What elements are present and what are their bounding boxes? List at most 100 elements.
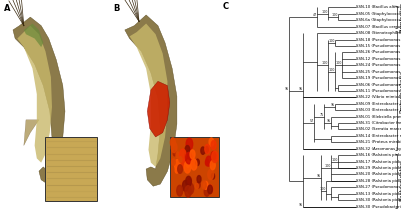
Text: SSN-29 (Ralstonia pickettii): SSN-29 (Ralstonia pickettii) xyxy=(356,166,401,170)
Text: 100: 100 xyxy=(325,164,331,168)
Circle shape xyxy=(189,157,194,165)
Text: SSN-17 (Ralstonia pickettii): SSN-17 (Ralstonia pickettii) xyxy=(356,160,401,164)
Text: 95: 95 xyxy=(330,103,335,107)
Circle shape xyxy=(205,181,208,187)
Text: 47: 47 xyxy=(313,13,317,17)
Text: SSN-20 (Ralstonia pickettii): SSN-20 (Ralstonia pickettii) xyxy=(356,172,401,177)
Circle shape xyxy=(186,160,190,167)
Text: SSN-08 (Stenotrophomonas maltophilia): SSN-08 (Stenotrophomonas maltophilia) xyxy=(356,31,401,35)
PathPatch shape xyxy=(130,24,168,167)
Circle shape xyxy=(179,157,182,162)
Text: Firmicutes: Firmicutes xyxy=(399,2,401,32)
Circle shape xyxy=(172,159,175,165)
Circle shape xyxy=(210,160,215,170)
Circle shape xyxy=(205,144,210,154)
Text: 75: 75 xyxy=(320,113,324,117)
Circle shape xyxy=(208,185,213,193)
Text: SSN-30 (Ralstonia pickettii): SSN-30 (Ralstonia pickettii) xyxy=(356,198,401,202)
Text: SSN-03 (Enterobacter ludwigii): SSN-03 (Enterobacter ludwigii) xyxy=(356,108,401,112)
Text: SSN-07 (Bacillus cereus): SSN-07 (Bacillus cereus) xyxy=(356,25,401,29)
Circle shape xyxy=(212,151,218,162)
Text: 95: 95 xyxy=(327,119,331,123)
Text: SSN-13 (Ralstonia pickettii): SSN-13 (Ralstonia pickettii) xyxy=(356,192,401,196)
Circle shape xyxy=(204,187,209,196)
Circle shape xyxy=(195,183,198,189)
Text: SSN-22 (Vibrio mimicus): SSN-22 (Vibrio mimicus) xyxy=(356,95,401,99)
Text: 100: 100 xyxy=(328,68,335,72)
Circle shape xyxy=(191,159,197,170)
Circle shape xyxy=(190,150,195,159)
Circle shape xyxy=(186,138,193,150)
Circle shape xyxy=(180,159,186,168)
Text: SSN-15 (Pseudomonas mendocina): SSN-15 (Pseudomonas mendocina) xyxy=(356,44,401,48)
Text: SSN-06 (Pseudomonas aeruginosa): SSN-06 (Pseudomonas aeruginosa) xyxy=(356,83,401,86)
Text: SSN-02 (Serratia marcescens): SSN-02 (Serratia marcescens) xyxy=(356,128,401,131)
Circle shape xyxy=(211,152,216,160)
PathPatch shape xyxy=(17,26,52,163)
Text: A: A xyxy=(4,4,11,13)
Text: SSN-01 (Klebsiella pneumoniae): SSN-01 (Klebsiella pneumoniae) xyxy=(356,115,401,119)
Bar xyxy=(45,137,97,201)
Bar xyxy=(170,137,219,197)
Circle shape xyxy=(186,176,191,187)
Circle shape xyxy=(208,160,211,165)
Circle shape xyxy=(185,146,190,154)
Text: 95: 95 xyxy=(316,174,321,178)
Circle shape xyxy=(185,151,191,162)
Text: 100: 100 xyxy=(332,13,338,17)
Circle shape xyxy=(197,182,200,188)
Circle shape xyxy=(178,165,182,173)
Text: 100: 100 xyxy=(335,61,342,65)
Circle shape xyxy=(206,156,211,166)
Text: 100: 100 xyxy=(328,39,335,43)
PathPatch shape xyxy=(24,120,39,146)
Circle shape xyxy=(186,152,192,164)
Text: SSN-21 (Proteus mirabilis): SSN-21 (Proteus mirabilis) xyxy=(356,140,401,144)
Circle shape xyxy=(202,181,206,189)
Circle shape xyxy=(188,183,194,194)
Circle shape xyxy=(177,185,183,196)
Circle shape xyxy=(211,173,215,179)
Circle shape xyxy=(176,152,179,158)
Text: SSN-6a (Staphylococcus aureus): SSN-6a (Staphylococcus aureus) xyxy=(356,18,401,22)
Text: SSN-14 (Enterobacter mori): SSN-14 (Enterobacter mori) xyxy=(356,134,401,138)
Text: SSN-09 (Enterobacter cloacae): SSN-09 (Enterobacter cloacae) xyxy=(356,102,401,106)
Text: Bacteroidetes: Bacteroidetes xyxy=(399,160,401,201)
Text: SSN-18 (Pseudomonas mendocina): SSN-18 (Pseudomonas mendocina) xyxy=(356,37,401,42)
Text: 100: 100 xyxy=(321,10,328,14)
Text: SSN-26 (Pseudomonas aeruginosa): SSN-26 (Pseudomonas aeruginosa) xyxy=(356,50,401,54)
Text: SSN-24 (Pseudomonas aeruginosa): SSN-24 (Pseudomonas aeruginosa) xyxy=(356,63,401,67)
Circle shape xyxy=(180,149,186,161)
Text: SSN-32 (Aeromonas hydrophila): SSN-32 (Aeromonas hydrophila) xyxy=(356,147,401,151)
Text: SSN-10 (Bacillus altitudinis): SSN-10 (Bacillus altitudinis) xyxy=(356,5,401,9)
Text: 100: 100 xyxy=(321,61,328,65)
Text: C: C xyxy=(223,2,229,11)
Text: Proteobacteria: Proteobacteria xyxy=(399,69,401,113)
Circle shape xyxy=(184,161,191,173)
Circle shape xyxy=(170,138,175,147)
Circle shape xyxy=(175,167,178,173)
Circle shape xyxy=(211,141,216,150)
Circle shape xyxy=(171,142,177,153)
Circle shape xyxy=(204,181,208,189)
Text: SSN-28 (Ralstonia pickettii): SSN-28 (Ralstonia pickettii) xyxy=(356,179,401,183)
Text: SSN-05 (Staphylococcus aureus): SSN-05 (Staphylococcus aureus) xyxy=(356,12,401,16)
Circle shape xyxy=(173,151,176,156)
Text: 95: 95 xyxy=(285,87,290,91)
Text: SSN-16 (Ralstonia pickettii): SSN-16 (Ralstonia pickettii) xyxy=(356,153,401,157)
Text: SSN-12 (Pseudomonas aeruginosa): SSN-12 (Pseudomonas aeruginosa) xyxy=(356,57,401,61)
Text: SSN-19 (Pseudomonas aeruginosa): SSN-19 (Pseudomonas aeruginosa) xyxy=(356,76,401,80)
Circle shape xyxy=(174,160,180,170)
PathPatch shape xyxy=(147,81,170,137)
Circle shape xyxy=(208,185,213,194)
Circle shape xyxy=(186,150,188,156)
Circle shape xyxy=(201,147,205,154)
Text: SSN-11 (Pseudomonas aeruginosa): SSN-11 (Pseudomonas aeruginosa) xyxy=(356,89,401,93)
PathPatch shape xyxy=(24,24,43,47)
Circle shape xyxy=(208,169,213,180)
Text: 100: 100 xyxy=(320,187,326,190)
Text: 57: 57 xyxy=(310,119,314,123)
Circle shape xyxy=(182,180,188,191)
Text: SSN-25 (Pseudomonas aeruginosa): SSN-25 (Pseudomonas aeruginosa) xyxy=(356,70,401,74)
PathPatch shape xyxy=(125,15,177,186)
